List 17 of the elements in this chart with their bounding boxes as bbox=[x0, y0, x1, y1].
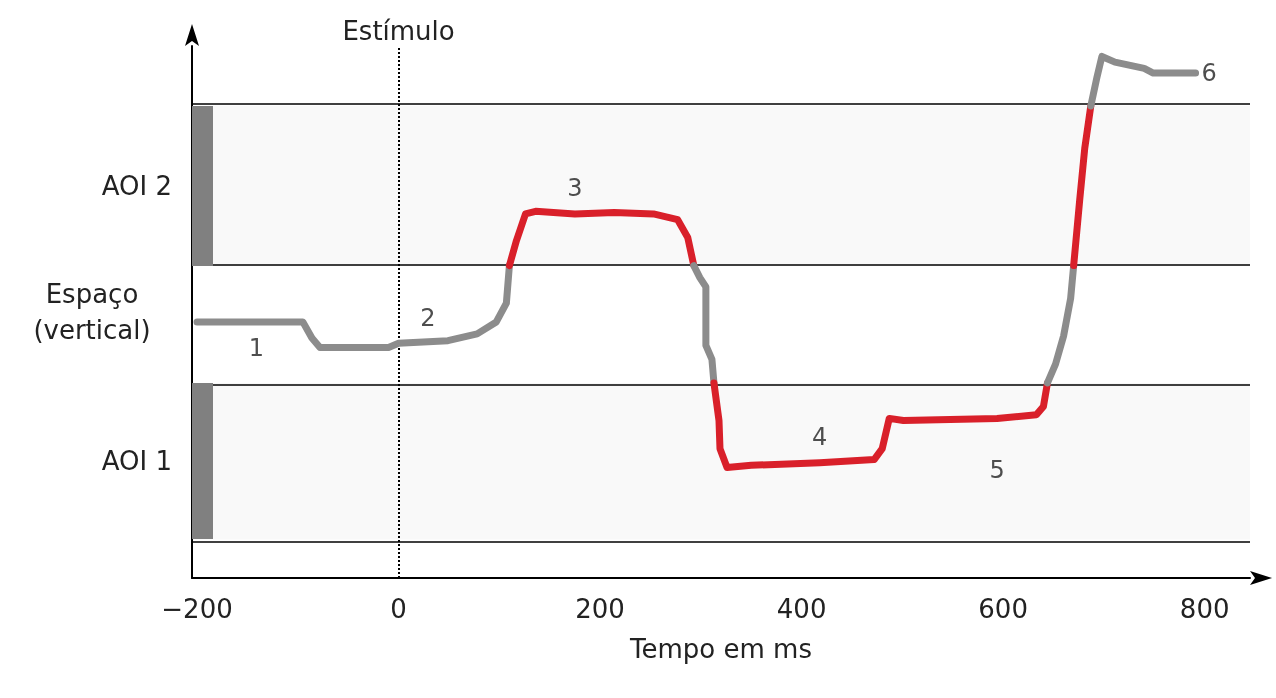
y-axis-title: Espaço (vertical) bbox=[33, 279, 151, 345]
x-tick-label: 600 bbox=[978, 594, 1028, 624]
annotation: 2 bbox=[420, 303, 436, 332]
x-axis-title: Tempo em ms bbox=[629, 634, 812, 664]
x-tick-label: 200 bbox=[575, 594, 625, 624]
x-tick-label: 0 bbox=[390, 594, 407, 624]
x-tick-label: 400 bbox=[776, 594, 827, 624]
annotation: 1 bbox=[248, 333, 265, 362]
band-label: AOI 2 bbox=[101, 170, 172, 201]
annotation: 3 bbox=[567, 173, 583, 202]
annotation: 5 bbox=[989, 456, 1005, 485]
ref-line-label: Estímulo bbox=[342, 16, 455, 46]
x-tick-label: 800 bbox=[1179, 594, 1230, 624]
band-label: AOI 1 bbox=[101, 446, 172, 477]
annotation: 6 bbox=[1201, 59, 1217, 88]
x-tick-label: −200 bbox=[161, 594, 233, 624]
annotation: 4 bbox=[812, 422, 828, 451]
